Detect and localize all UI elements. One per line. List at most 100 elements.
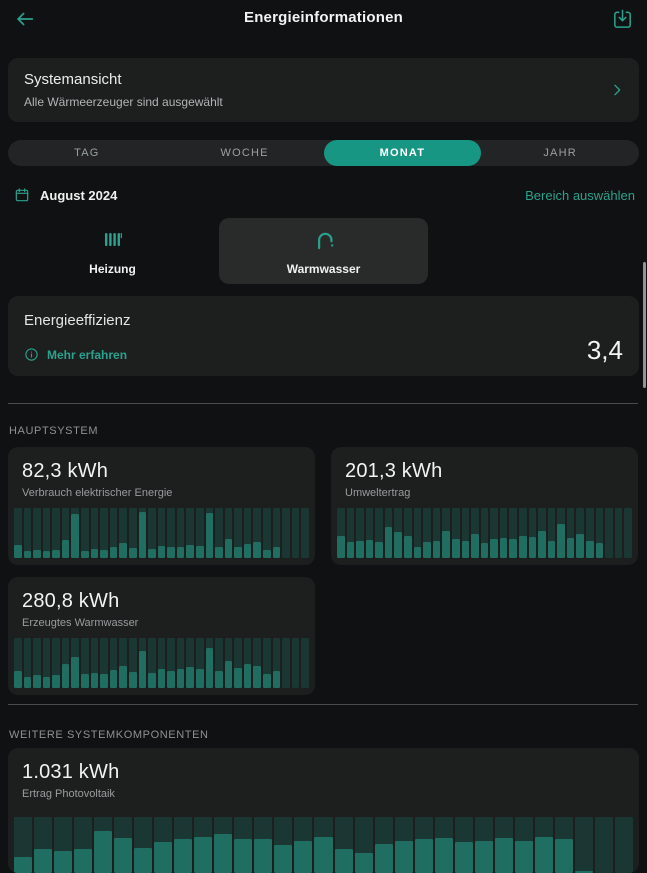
bar-track (14, 817, 33, 873)
bar-fill (243, 664, 252, 688)
bar-fill (434, 838, 453, 873)
bar-fill (23, 550, 32, 558)
divider (8, 403, 638, 404)
bar-fill (314, 836, 333, 873)
bar-fill (138, 512, 147, 558)
bar-track (534, 817, 553, 873)
bar-track (176, 508, 185, 558)
bar-track (538, 508, 546, 558)
bar-fill (557, 524, 565, 558)
bar-track (157, 638, 166, 688)
bar-track (71, 508, 80, 558)
bar-fill (509, 539, 517, 558)
select-range-link[interactable]: Bereich auswählen (525, 187, 635, 203)
bar-fill (234, 546, 242, 558)
bar-fill (128, 548, 137, 558)
bar-track (586, 508, 594, 558)
efficiency-value: 3,4 (586, 335, 623, 365)
info-icon (24, 347, 39, 362)
bar-track (128, 508, 137, 558)
bar-fill (442, 530, 450, 558)
bar-fill (71, 657, 80, 688)
scrollbar-thumb[interactable] (643, 262, 646, 388)
bar-fill (186, 544, 194, 558)
bar-fill (71, 514, 80, 558)
bar-fill (14, 857, 33, 873)
bar-fill (90, 673, 99, 688)
bar-track (61, 638, 70, 688)
category-heizung[interactable]: Heizung (8, 218, 217, 284)
back-button[interactable] (12, 7, 38, 31)
tab-woche[interactable]: WOCHE (220, 147, 269, 159)
bar-track (234, 817, 253, 873)
bar-fill (263, 674, 271, 688)
bar-track (224, 638, 233, 688)
bar-fill (337, 535, 345, 558)
bar-track (454, 817, 473, 873)
bar-fill (81, 674, 89, 688)
learn-more-link[interactable]: Mehr erfahren (47, 347, 128, 362)
category-warmwasser[interactable]: Warmwasser (219, 218, 428, 284)
bar-track (272, 508, 281, 558)
bar-fill (23, 677, 32, 688)
bar-fill (194, 836, 213, 873)
tab-monat[interactable]: MONAT (323, 140, 482, 166)
download-icon (613, 9, 631, 28)
bar-track (94, 817, 113, 873)
bar-track (109, 638, 118, 688)
faucet-icon (311, 227, 337, 253)
bar-fill (374, 843, 393, 873)
bar-track (33, 508, 41, 558)
back-arrow-icon (17, 12, 34, 26)
learn-more[interactable]: Mehr erfahren (24, 347, 127, 362)
tab-jahr[interactable]: JAHR (543, 147, 577, 159)
bar-fill (148, 549, 156, 558)
bar-fill (356, 540, 364, 558)
bar-fill (394, 840, 413, 873)
stat-card-umweltertrag[interactable]: 201,3 kWh Umweltertrag (331, 447, 638, 565)
bar-track (167, 508, 175, 558)
system-view-title: Systemansicht (24, 71, 122, 88)
system-view-card[interactable]: Systemansicht Alle Wärmeerzeuger sind au… (8, 58, 639, 122)
stat-card-warmwasser[interactable]: 280,8 kWh Erzeugtes Warmwasser (8, 577, 315, 695)
stat-card-photovoltaik[interactable]: 1.031 kWh Ertrag Photovoltaik (8, 748, 639, 873)
bar-track (234, 508, 242, 558)
category-placeholder (430, 218, 639, 284)
bar-track (294, 817, 313, 873)
bar-fill (128, 671, 137, 688)
tab-tag[interactable]: TAG (74, 147, 100, 159)
bar-fill (413, 547, 422, 558)
bar-fill (494, 838, 513, 873)
bar-track (119, 638, 127, 688)
page-title: Energieinformationen (243, 9, 404, 26)
bar-track (52, 508, 60, 558)
bar-fill (134, 847, 153, 873)
bar-fill (595, 543, 604, 558)
bar-fill (274, 845, 293, 873)
bar-track (243, 508, 252, 558)
bar-track (243, 638, 252, 688)
category-heizung-label: Heizung (89, 261, 136, 276)
bar-fill (42, 677, 51, 688)
selected-period-label[interactable]: August 2024 (40, 187, 118, 203)
system-view-subtitle: Alle Wärmeerzeuger sind ausgewählt (24, 95, 223, 109)
calendar-icon (14, 187, 30, 203)
download-button[interactable] (609, 6, 635, 32)
bar-fill (33, 549, 41, 558)
bar-track (138, 638, 147, 688)
bar-track (474, 817, 493, 873)
bar-track (176, 638, 185, 688)
bar-track (14, 638, 22, 688)
bar-track (432, 508, 441, 558)
bar-track (154, 817, 173, 873)
bar-fill (346, 541, 355, 558)
bar-fill (576, 534, 585, 558)
bar-fill (375, 541, 383, 558)
bar-fill (404, 535, 412, 558)
stat-card-stromverbrauch[interactable]: 82,3 kWh Verbrauch elektrischer Energie (8, 447, 315, 565)
bar-track (81, 638, 89, 688)
bar-track (224, 508, 233, 558)
bar-fill (94, 831, 113, 873)
bar-track (23, 508, 32, 558)
bar-fill (205, 648, 214, 688)
